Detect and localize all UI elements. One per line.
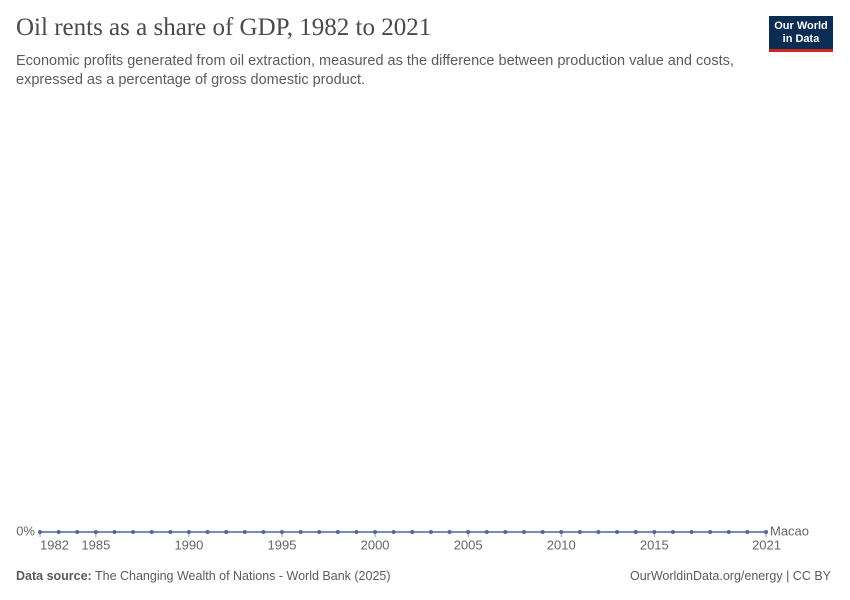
data-point xyxy=(93,530,98,534)
series-label: Macao xyxy=(770,523,809,538)
data-point xyxy=(484,530,489,534)
chart-subtitle: Economic profits generated from oil extr… xyxy=(16,53,734,88)
x-tick-label: 2005 xyxy=(454,537,483,552)
data-point xyxy=(689,530,694,534)
data-point xyxy=(522,530,526,534)
data-point xyxy=(670,530,675,534)
data-point xyxy=(745,530,750,534)
data-point xyxy=(149,530,154,534)
data-point xyxy=(559,530,564,534)
data-point xyxy=(112,530,117,534)
data-point xyxy=(540,530,545,534)
data-point xyxy=(168,530,173,534)
data-point xyxy=(242,530,247,534)
data-point xyxy=(596,530,601,534)
data-point xyxy=(428,530,433,534)
data-point xyxy=(447,530,452,534)
footer: Data source: The Changing Wealth of Nati… xyxy=(16,569,831,583)
data-point xyxy=(633,530,638,534)
data-point xyxy=(280,530,284,534)
x-tick-label: 2000 xyxy=(361,537,390,552)
data-point xyxy=(503,530,508,534)
logo[interactable]: Our World in Data xyxy=(769,16,833,52)
data-point xyxy=(466,530,471,534)
x-tick-label: 1985 xyxy=(81,537,110,552)
source-label: Data source: xyxy=(16,569,92,583)
data-point xyxy=(224,530,229,534)
chart-title: Oil rents as a share of GDP, 1982 to 202… xyxy=(16,14,432,41)
data-point xyxy=(726,530,731,534)
data-point xyxy=(298,530,303,534)
data-point xyxy=(410,530,415,534)
data-point xyxy=(205,530,210,534)
data-point xyxy=(38,530,42,534)
y-tick-label: 0% xyxy=(16,523,35,538)
data-point xyxy=(652,530,657,534)
logo-line: Our World xyxy=(774,20,828,32)
data-point xyxy=(335,530,340,534)
logo-line: in Data xyxy=(782,33,820,45)
x-tick-label: 2010 xyxy=(547,537,576,552)
data-point xyxy=(615,530,620,534)
x-tick-label: 2015 xyxy=(640,537,669,552)
data-point xyxy=(373,530,378,534)
x-tick-label: 2021 xyxy=(752,537,781,552)
data-point xyxy=(186,530,191,534)
license[interactable]: OurWorldinData.org/energy | CC BY xyxy=(629,569,831,583)
data-point xyxy=(764,530,768,534)
x-tick-label: 1990 xyxy=(174,537,203,552)
data-point xyxy=(577,530,582,534)
data-point xyxy=(261,530,266,534)
data-point xyxy=(56,530,61,534)
data-point xyxy=(75,530,80,534)
x-tick-label: 1982 xyxy=(40,537,69,552)
data-point xyxy=(354,530,359,534)
source: The Changing Wealth of Nations - World B… xyxy=(94,569,391,583)
data-point xyxy=(131,530,136,534)
data-point xyxy=(708,530,713,534)
data-point xyxy=(317,530,322,534)
x-tick-label: 1995 xyxy=(268,537,297,552)
data-point xyxy=(391,530,396,534)
